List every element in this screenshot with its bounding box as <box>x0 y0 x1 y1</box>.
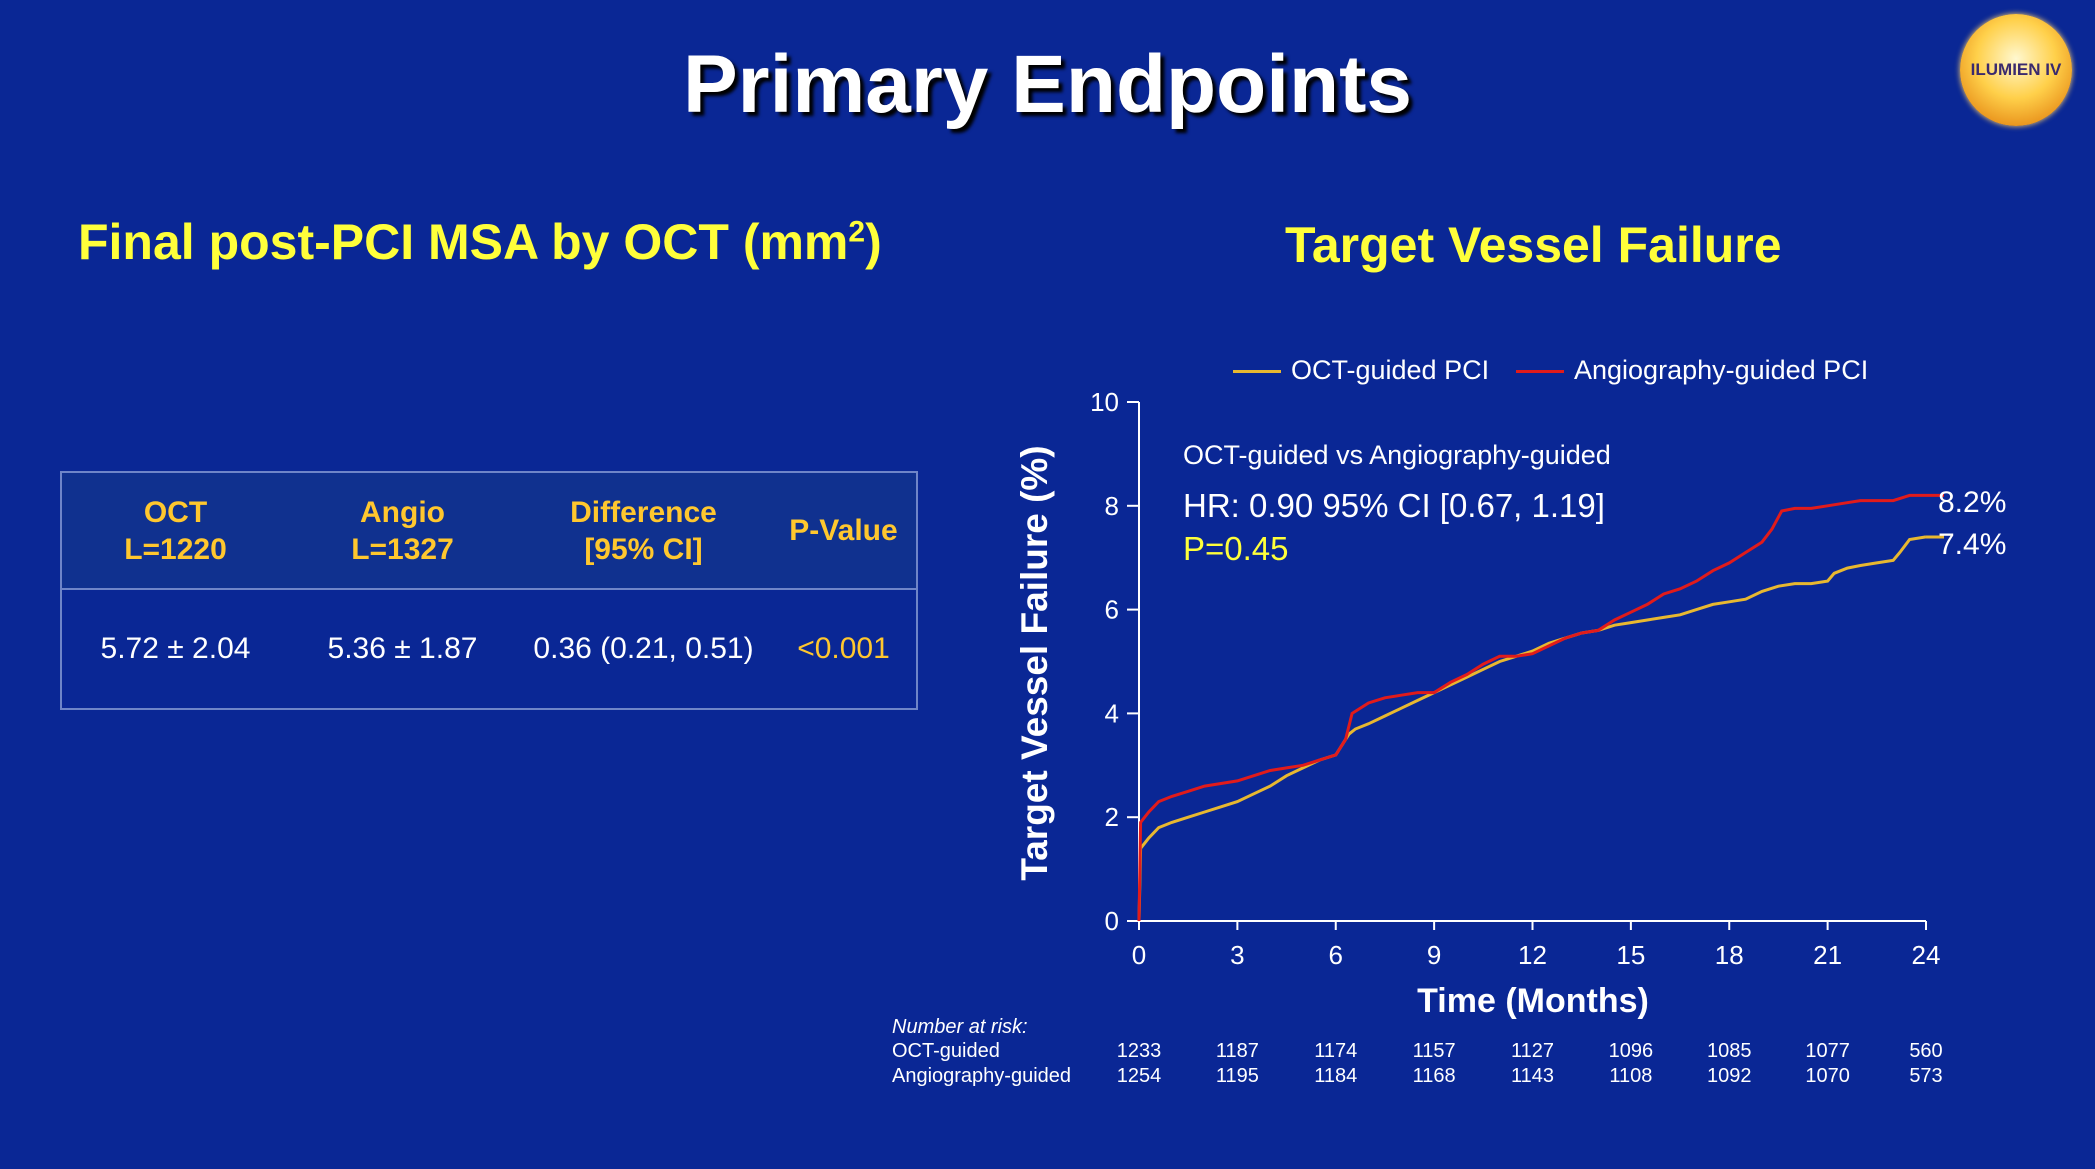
legend-angio-label: Angiography-guided PCI <box>1574 355 1869 385</box>
risk-value-oct: 1127 <box>1510 1040 1554 1062</box>
legend-oct-swatch <box>1233 370 1281 374</box>
cell-angio: 5.36 ± 1.87 <box>289 589 516 709</box>
risk-value-angio: 1184 <box>1314 1065 1358 1087</box>
x-tick-label: 15 <box>1616 940 1645 970</box>
risk-value-oct: 1077 <box>1805 1040 1850 1062</box>
tvf-heading: Target Vessel Failure <box>1285 217 1782 273</box>
end-label-angio: 8.2% <box>1938 486 2007 519</box>
end-label-oct: 7.4% <box>1938 528 2007 561</box>
risk-value-angio: 1143 <box>1510 1065 1554 1087</box>
x-tick-label: 21 <box>1813 940 1842 970</box>
x-tick-label: 18 <box>1715 940 1744 970</box>
risk-value-oct: 1233 <box>1116 1040 1162 1062</box>
x-tick-label: 0 <box>1132 940 1146 970</box>
annotation-comparison: OCT-guided vs Angiography-guided <box>1183 440 1611 470</box>
risk-value-angio: 1195 <box>1215 1065 1259 1087</box>
msa-heading-text: Final post-PCI MSA by OCT (mm <box>78 214 849 270</box>
msa-heading-sup: 2 <box>848 215 866 249</box>
trial-logo: ILUMIEN IV <box>1960 14 2072 126</box>
header-difference: Difference [95% CI] <box>516 472 771 590</box>
y-tick-label: 10 <box>1090 387 1119 417</box>
msa-heading: Final post-PCI MSA by OCT (mm2) <box>78 213 882 271</box>
msa-table: OCT L=1220 Angio L=1327 Difference [95% CI]… <box>60 471 918 710</box>
annotation-hr: HR: 0.90 95% CI [0.67, 1.19] <box>1183 487 1605 524</box>
risk-value-oct: 1085 <box>1707 1040 1752 1062</box>
y-tick-label: 6 <box>1105 595 1119 625</box>
x-tick-label: 9 <box>1427 940 1441 970</box>
y-tick-label: 4 <box>1105 698 1119 728</box>
risk-value-oct: 1096 <box>1608 1040 1654 1062</box>
msa-heading-close: ) <box>865 214 882 270</box>
risk-row-oct-label: OCT-guided <box>892 1040 1000 1062</box>
cell-oct: 5.72 ± 2.04 <box>61 589 289 709</box>
risk-value-oct: 1187 <box>1215 1040 1259 1062</box>
legend-oct: OCT-guided PCI <box>1233 355 1489 386</box>
x-tick-label: 12 <box>1518 940 1547 970</box>
risk-value-oct: 1174 <box>1314 1040 1358 1062</box>
annotation-pvalue: P=0.45 <box>1183 530 1289 567</box>
risk-value-oct: 1157 <box>1412 1040 1456 1062</box>
legend-angio-swatch <box>1516 370 1564 374</box>
header-oct: OCT L=1220 <box>61 472 289 590</box>
cell-pvalue: <0.001 <box>771 589 917 709</box>
table-row: 5.72 ± 2.04 5.36 ± 1.87 0.36 (0.21, 0.51… <box>61 589 917 709</box>
slide-title: Primary Endpoints <box>682 39 1413 130</box>
legend-angio: Angiography-guided PCI <box>1516 355 1868 386</box>
logo-text: ILUMIEN IV <box>1970 60 2062 79</box>
y-tick-label: 0 <box>1105 906 1119 936</box>
table-header-row: OCT L=1220 Angio L=1327 Difference [95% CI]… <box>61 472 917 590</box>
legend-oct-label: OCT-guided PCI <box>1291 355 1490 385</box>
cell-difference: 0.36 (0.21, 0.51) <box>516 589 771 709</box>
risk-value-oct: 560 <box>1909 1040 1943 1062</box>
y-tick-label: 2 <box>1105 802 1119 832</box>
header-pvalue: P-Value <box>771 472 917 590</box>
y-axis-label: Target Vessel Failure (%) <box>1014 445 1055 880</box>
risk-value-angio: 1092 <box>1707 1065 1752 1087</box>
risk-value-angio: 573 <box>1909 1065 1943 1087</box>
risk-value-angio: 1168 <box>1412 1065 1456 1087</box>
risk-value-angio: 1108 <box>1609 1065 1653 1087</box>
risk-value-angio: 1254 <box>1116 1065 1162 1087</box>
x-tick-label: 3 <box>1230 940 1244 970</box>
series-line-angio <box>1137 493 1926 922</box>
risk-value-angio: 1070 <box>1805 1065 1850 1087</box>
x-tick-label: 6 <box>1329 940 1343 970</box>
series-line-oct <box>1137 535 1927 922</box>
y-tick-label: 8 <box>1105 491 1119 521</box>
risk-row-angio-label: Angiography-guided <box>892 1065 1072 1087</box>
x-tick-label: 24 <box>1912 940 1941 970</box>
risk-table-label: Number at risk: <box>892 1016 1028 1038</box>
x-axis-label: Time (Months) <box>1417 982 1649 1020</box>
header-angio: Angio L=1327 <box>289 472 516 590</box>
